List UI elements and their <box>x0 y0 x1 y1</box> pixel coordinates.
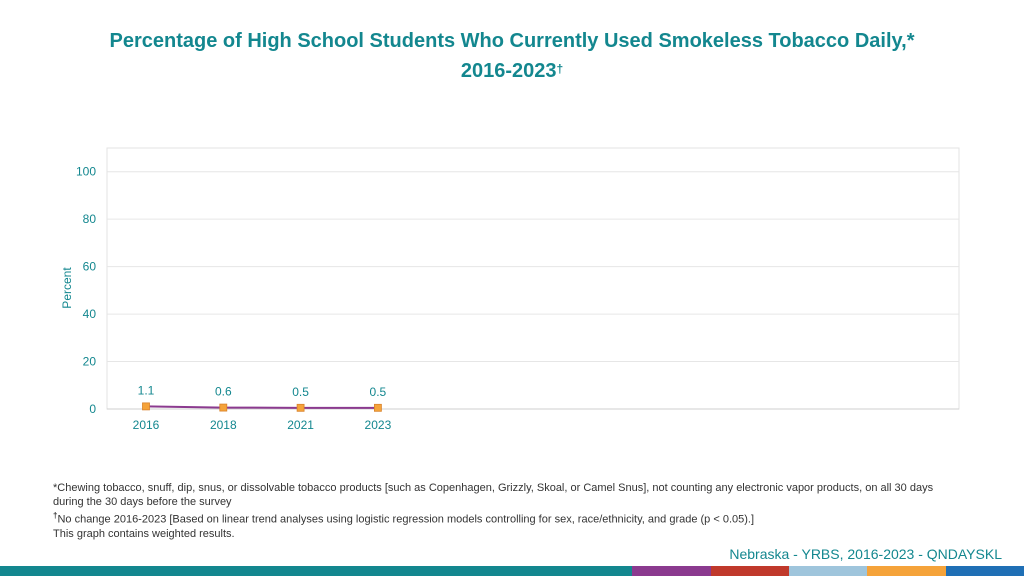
data-point <box>296 403 305 412</box>
source-label: Nebraska - YRBS, 2016-2023 - QNDAYSKL <box>729 546 1002 562</box>
chart-title-years: 2016-2023 <box>460 60 557 82</box>
x-tick-label: 2018 <box>210 418 237 432</box>
y-tick-label: 0 <box>89 402 96 416</box>
data-point <box>219 403 228 412</box>
y-tick-label: 40 <box>83 307 97 321</box>
footnote-trend: †No change 2016-2023 [Based on linear tr… <box>53 509 953 527</box>
plot-area <box>106 147 960 410</box>
data-label: 0.5 <box>292 385 309 399</box>
chart-title-main: Percentage of High School Students Who C… <box>109 30 915 52</box>
line-chart: 0 20 40 60 80 100 Percent 2016 2018 2021 2023 1.1 0.… <box>60 147 960 432</box>
footnote-trend-text: No change 2016-2023 [Based on linear tre… <box>57 513 755 526</box>
y-tick-label: 100 <box>76 165 96 179</box>
data-label: 0.5 <box>370 385 387 399</box>
bottom-bar-segment <box>0 566 632 576</box>
x-tick-label: 2021 <box>287 418 314 432</box>
bottom-color-bar <box>0 566 1024 576</box>
dagger-mark: † <box>556 62 564 76</box>
footnote-weighted: This graph contains weighted results. <box>53 527 235 540</box>
bottom-bar-segment <box>867 566 946 576</box>
footnote-dagger: † <box>53 511 58 520</box>
bottom-bar-segment <box>632 566 711 576</box>
series-line <box>145 405 378 409</box>
data-label: 0.6 <box>215 385 232 399</box>
footnotes: *Chewing tobacco, snuff, dip, snus, or d… <box>53 481 953 541</box>
y-tick-label: 60 <box>83 260 97 274</box>
bottom-bar-segment <box>946 566 1024 576</box>
data-point <box>142 402 150 411</box>
y-axis-label: Percent <box>60 267 74 309</box>
bottom-bar-segment <box>789 566 867 576</box>
x-tick-label: 2023 <box>365 418 392 432</box>
bottom-bar-segment <box>711 566 789 576</box>
y-tick-label: 20 <box>83 355 97 369</box>
footnote-chewing: *Chewing tobacco, snuff, dip, snus, or d… <box>53 482 934 508</box>
y-tick-label: 80 <box>83 212 97 226</box>
data-label: 1.1 <box>138 383 155 397</box>
chart-title: Percentage of High School Students Who C… <box>40 26 984 86</box>
data-point <box>373 403 382 412</box>
x-tick-label: 2016 <box>133 418 160 432</box>
